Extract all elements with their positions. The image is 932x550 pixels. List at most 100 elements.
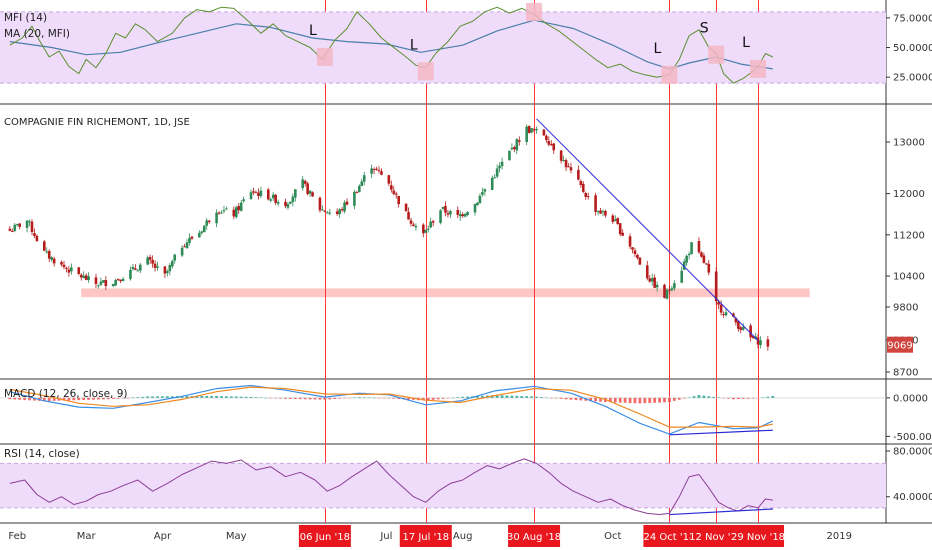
candle-body	[294, 189, 297, 198]
candle-body	[707, 263, 711, 273]
candle-body	[286, 204, 290, 208]
signal-marker	[526, 2, 543, 21]
macd-pane	[0, 384, 886, 436]
candle-body	[387, 175, 391, 184]
price-tick-label: 13000	[893, 138, 925, 149]
candle-body	[136, 270, 140, 272]
macd-histogram-bar	[146, 396, 150, 398]
macd-histogram-bar	[323, 397, 327, 400]
macd-histogram-bar	[362, 397, 366, 398]
signal-marker	[316, 48, 333, 67]
candle-body	[559, 150, 563, 161]
rsi-tick-label: 40.0000	[893, 492, 932, 503]
symbol-title[interactable]: COMPAGNIE FIN RICHEMONT, 1D, JSE	[4, 117, 190, 128]
candle-body	[274, 194, 277, 203]
candle-body	[394, 193, 398, 195]
macd-histogram-bar	[293, 397, 297, 400]
candle-body	[552, 143, 556, 151]
pane-backgrounds	[0, 0, 932, 524]
macd-histogram-bar	[554, 397, 558, 399]
macd-histogram-bar	[33, 397, 36, 401]
candle-body	[564, 160, 568, 168]
macd-histogram-bar	[722, 397, 725, 399]
candle-body	[616, 218, 620, 225]
candle-body	[739, 327, 743, 330]
highlight-date-tag	[508, 525, 561, 547]
candle-body	[638, 257, 642, 265]
macd-histogram-bar	[387, 397, 391, 399]
highlight-date-label: 29 Nov '18	[731, 532, 785, 543]
candle-body	[25, 220, 29, 228]
macd-histogram-bar	[18, 397, 22, 400]
highlight-date-tag	[399, 525, 452, 547]
signal-label: L	[654, 41, 662, 57]
rsi-title[interactable]: RSI (14, close)	[4, 448, 80, 460]
candle-body	[458, 214, 462, 217]
candle-body	[340, 209, 344, 211]
candle-body	[618, 223, 622, 235]
candle-body	[200, 231, 204, 233]
macd-histogram-bar	[348, 397, 351, 399]
macd-histogram-bar	[303, 397, 307, 400]
candle-body	[168, 265, 172, 272]
candle-body	[353, 191, 356, 206]
candle-body	[481, 192, 484, 195]
candle-body	[146, 257, 149, 265]
candle-body	[483, 189, 487, 192]
macd-histogram-bar	[446, 397, 450, 399]
candle-body	[33, 233, 36, 236]
mfi-tick-label: 50.0000	[893, 43, 932, 54]
candle-body	[170, 261, 174, 267]
mfi-ma-title[interactable]: MA (20, MFI)	[4, 28, 71, 40]
rsi-line	[9, 458, 773, 515]
macd-histogram-bar	[712, 396, 716, 398]
macd-histogram-bar	[308, 397, 312, 400]
candle-body	[343, 202, 346, 212]
candle-body	[375, 168, 378, 170]
signal-marker	[750, 59, 767, 78]
candle-body	[35, 235, 39, 242]
highlight-date-label: 17 Jul '18	[402, 532, 449, 543]
candle-body	[431, 221, 435, 223]
macd-histogram-bar	[736, 397, 740, 400]
trendlines	[536, 118, 759, 341]
macd-histogram-bar	[372, 397, 376, 399]
macd-title[interactable]: MACD (12, 26, close, 9)	[4, 388, 128, 400]
candle-body	[508, 150, 511, 161]
macd-histogram-bar	[663, 397, 666, 403]
candle-body	[252, 191, 255, 193]
candle-body	[166, 271, 169, 274]
candle-body	[569, 167, 573, 171]
candle-body	[665, 289, 669, 299]
candle-body	[215, 212, 218, 224]
macd-histogram-bar	[756, 397, 760, 399]
macd-histogram-bar	[82, 397, 86, 401]
candle-body	[156, 266, 159, 268]
candle-body	[732, 313, 735, 317]
candle-body	[362, 175, 366, 182]
macd-histogram-bar	[156, 396, 159, 398]
macd-histogram-bar	[116, 397, 120, 399]
highlight-date-tag	[298, 525, 351, 547]
rsi-pane	[0, 458, 886, 516]
macd-histogram-bar	[530, 396, 533, 398]
candle-body	[148, 256, 152, 260]
macd-histogram-bar	[476, 396, 479, 398]
macd-histogram-bar	[692, 396, 696, 398]
mfi-title[interactable]: MFI (14)	[4, 12, 48, 24]
candle-body	[668, 289, 671, 291]
candle-body	[153, 263, 157, 268]
candle-body	[138, 264, 142, 271]
macd-tick-label: -500.0000	[893, 432, 932, 443]
candle-body	[257, 192, 260, 196]
candle-body	[237, 205, 241, 211]
macd-histogram-bar	[741, 397, 745, 399]
macd-histogram-bar	[136, 397, 140, 398]
candle-body	[222, 210, 226, 212]
macd-histogram-bar	[249, 396, 253, 398]
macd-histogram-bar	[259, 397, 263, 398]
macd-histogram-bar	[225, 396, 228, 398]
macd-histogram-bar	[746, 397, 750, 399]
candle-body	[670, 288, 674, 291]
